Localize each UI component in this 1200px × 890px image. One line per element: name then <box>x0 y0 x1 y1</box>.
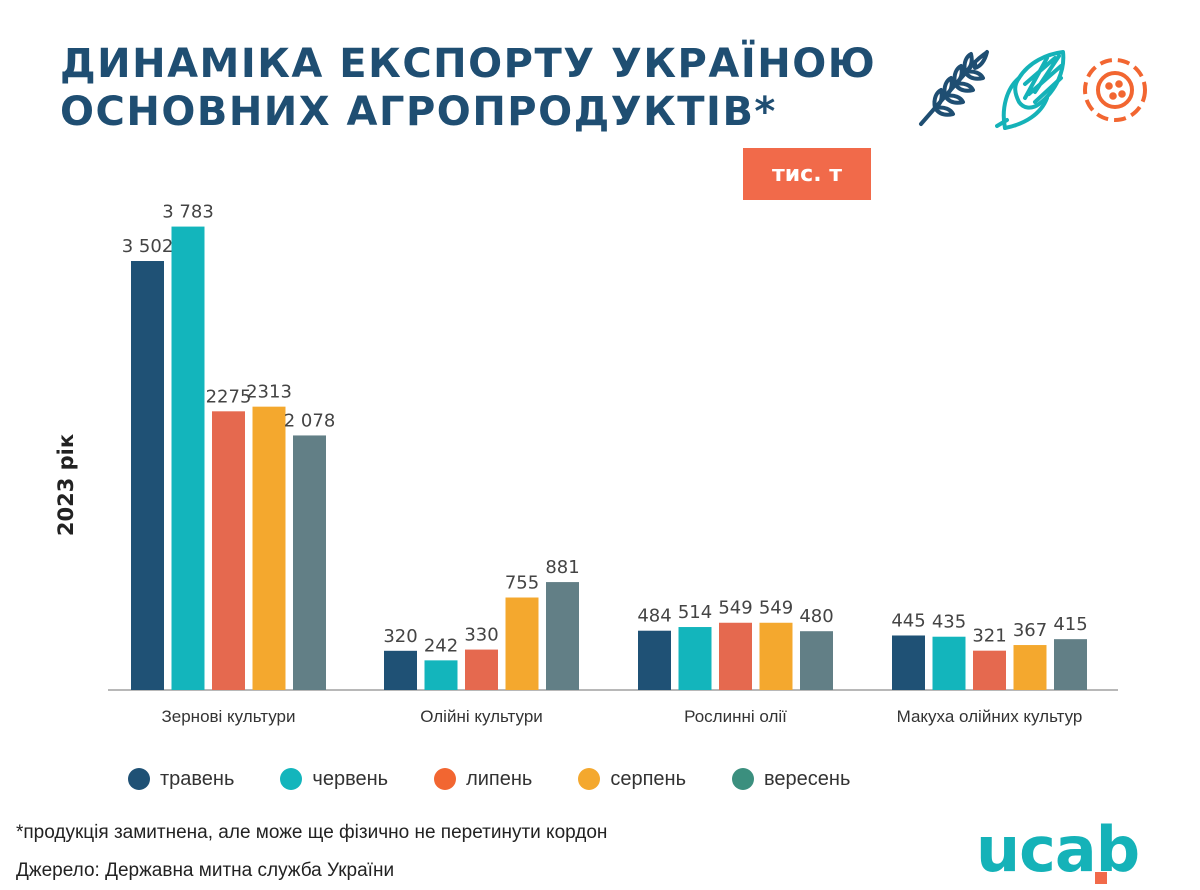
wheat-icon <box>919 50 989 126</box>
data-label-3-3: 367 <box>1013 620 1047 641</box>
legend-item-3: серпень <box>578 768 686 791</box>
data-label-1-4: 881 <box>545 557 579 578</box>
bar-2-0 <box>638 630 671 690</box>
title-line-2: ОСНОВНИХ АГРОПРОДУКТІВ* <box>60 89 777 135</box>
legend-label-0: травень <box>160 767 235 790</box>
bar-2-2 <box>719 622 752 690</box>
legend-item-4: вересень <box>732 768 850 791</box>
bar-2-3 <box>759 622 793 690</box>
bar-0-0 <box>131 261 164 690</box>
legend-label-2: липень <box>466 767 533 790</box>
data-label-2-4: 480 <box>799 606 833 627</box>
data-label-2-2: 549 <box>718 598 752 619</box>
legend-label-1: червень <box>312 767 389 790</box>
bar-3-2 <box>973 650 1006 690</box>
data-label-3-2: 321 <box>972 626 1006 647</box>
bar-0-4 <box>293 435 326 690</box>
bar-0-1 <box>171 226 205 690</box>
legend-label-4: вересень <box>764 767 851 790</box>
sunflower-icon <box>1083 58 1147 122</box>
bar-3-1 <box>932 636 966 690</box>
source-note: Джерело: Державна митна служба України <box>16 860 395 881</box>
data-label-3-0: 445 <box>891 610 925 631</box>
bar-1-0 <box>384 650 417 690</box>
logo-text: ucab <box>976 813 1140 886</box>
data-label-3-1: 435 <box>932 612 966 633</box>
data-label-2-3: 549 <box>759 598 793 619</box>
data-label-0-2: 2275 <box>206 386 252 407</box>
legend-item-1: червень <box>280 768 388 791</box>
legend-swatch-3 <box>578 768 601 790</box>
bar-1-1 <box>424 660 458 690</box>
bar-1-4 <box>546 582 579 690</box>
bar-2-1 <box>678 627 712 690</box>
data-label-1-3: 755 <box>505 573 539 594</box>
bar-1-2 <box>465 649 498 690</box>
bar-0-2 <box>212 411 245 690</box>
legend-label-3: серпень <box>610 767 686 790</box>
data-label-2-0: 484 <box>637 606 671 627</box>
logo-dot <box>1095 872 1107 884</box>
legend-swatch-1 <box>280 768 303 790</box>
legend-item-2: липень <box>434 768 532 791</box>
data-label-0-4: 2 078 <box>284 410 336 431</box>
bar-0-3 <box>252 406 286 690</box>
bar-3-4 <box>1054 639 1087 690</box>
legend-item-0: травень <box>128 768 234 791</box>
bar-3-3 <box>1013 645 1047 690</box>
legend-swatch-2 <box>434 768 457 790</box>
category-label-3: Макуха олійних культур <box>897 707 1083 726</box>
bar-3-0 <box>892 635 925 690</box>
footnote: *продукція замитнена, але може ще фізичн… <box>16 822 608 843</box>
corn-icon <box>995 50 1066 130</box>
data-label-1-2: 330 <box>464 625 498 646</box>
ucab-logo: ucab <box>976 819 1146 884</box>
category-label-1: Олійні культури <box>420 707 543 726</box>
crop-icons <box>905 48 1155 132</box>
data-label-0-0: 3 502 <box>122 236 174 257</box>
legend-swatch-0 <box>128 768 150 790</box>
unit-badge: тис. т <box>743 148 871 200</box>
legend-swatch-4 <box>732 768 754 790</box>
data-label-0-3: 2313 <box>246 382 292 403</box>
data-label-2-1: 514 <box>678 602 712 623</box>
category-label-0: Зернові культури <box>162 707 296 726</box>
category-label-2: Рослинні олії <box>684 707 787 726</box>
chart-legend: травень червень липень серпень вересень <box>128 764 988 794</box>
page-title: ДИНАМІКА ЕКСПОРТУ УКРАЇНОЮ ОСНОВНИХ АГРО… <box>60 40 876 136</box>
bar-1-3 <box>505 597 539 690</box>
data-label-3-4: 415 <box>1053 614 1087 635</box>
title-line-1: ДИНАМІКА ЕКСПОРТУ УКРАЇНОЮ <box>60 41 877 87</box>
bar-2-4 <box>800 631 833 690</box>
data-label-1-1: 242 <box>424 635 458 656</box>
data-label-1-0: 320 <box>383 626 417 647</box>
data-label-0-1: 3 783 <box>162 202 214 223</box>
